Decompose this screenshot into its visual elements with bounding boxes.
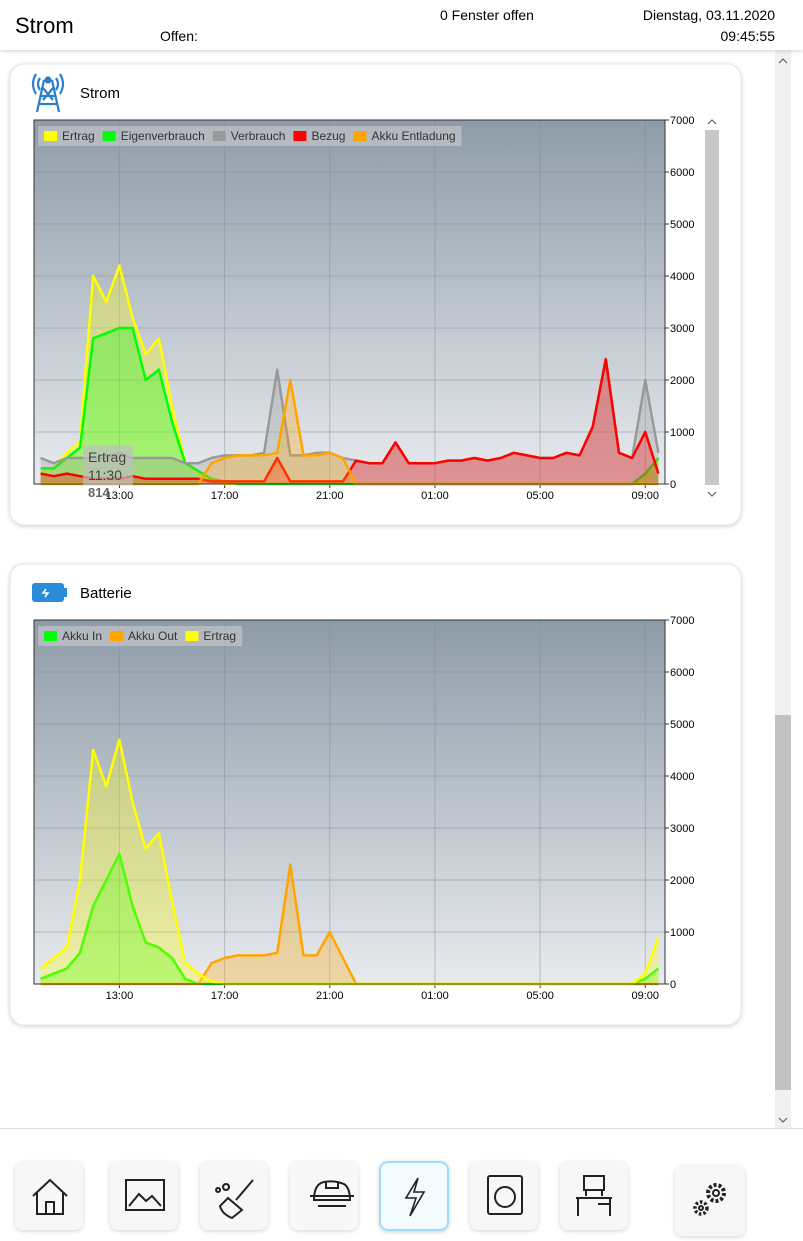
card-title: Batterie: [80, 585, 132, 602]
x-tick-label: 17:00: [211, 990, 239, 1002]
picture-icon: [125, 1179, 165, 1211]
y-tick-label: 0: [670, 979, 676, 991]
x-tick-label: 21:00: [316, 990, 344, 1002]
legend: Akku In Akku Out Ertrag: [38, 626, 243, 646]
y-tick-label: 3000: [670, 323, 694, 335]
y-tick-label: 6000: [670, 167, 694, 179]
scrollbar-thumb[interactable]: [775, 715, 791, 1090]
legend-label: Akku Out: [128, 629, 178, 643]
robot-icon: [310, 1180, 354, 1207]
card-title: Strom: [80, 85, 120, 102]
legend-swatch: [44, 131, 57, 141]
legend-label: Ertrag: [62, 129, 95, 143]
chart: 0 1000 2000 3000 4000 5000 6000 7000 13:00 17:00 2…: [33, 615, 694, 1002]
legend-label: Verbrauch: [231, 129, 286, 143]
clock: 09:45:55: [721, 28, 776, 44]
header: [0, 0, 803, 50]
legend-swatch: [44, 631, 57, 641]
x-tick-label: 13:00: [106, 490, 134, 502]
x-tick-label: 21:00: [316, 490, 344, 502]
legend-swatch: [185, 631, 199, 641]
nav-power-active[interactable]: [379, 1161, 449, 1231]
legend-swatch: [212, 131, 226, 141]
nav-desk[interactable]: [560, 1162, 628, 1230]
x-tick-label: 09:00: [632, 990, 660, 1002]
y-tick-label: 1000: [670, 427, 694, 439]
tooltip-value: 814: [88, 485, 110, 500]
windows-status: 0 Fenster offen: [440, 7, 534, 23]
legend-label: Ertrag: [203, 629, 236, 643]
legend-label: Akku Entladung: [371, 129, 455, 143]
plot-border: [33, 619, 666, 985]
y-tick-label: 1000: [670, 927, 694, 939]
chart-scroll-down[interactable]: [707, 491, 717, 497]
legend-swatch: [102, 131, 116, 141]
nav-cleaning[interactable]: [200, 1162, 268, 1230]
tooltip-series: Ertrag: [88, 449, 126, 465]
y-tick-label: 3000: [670, 823, 694, 835]
tooltip-box: [83, 445, 133, 485]
x-tick-label: 13:00: [106, 990, 134, 1002]
chart-scroll-up[interactable]: [707, 119, 717, 125]
battery-icon: [32, 583, 67, 602]
y-tick-label: 0: [670, 479, 676, 491]
tooltip: Ertrag 11:30 814: [83, 445, 133, 500]
gear-small-hub: [698, 1205, 704, 1211]
x-tick-label: 05:00: [526, 990, 554, 1002]
broom-icon: [215, 1179, 254, 1220]
series-area: [40, 854, 659, 984]
x-tick-label: 17:00: [211, 490, 239, 502]
x-tick-label: 01:00: [421, 490, 449, 502]
scroll-down[interactable]: [778, 1117, 788, 1123]
home-icon: [32, 1178, 68, 1215]
nav-washer[interactable]: [470, 1162, 538, 1230]
chart: 0 1000 2000 3000 4000 5000 6000 7000 13:00 17:00 2…: [33, 115, 694, 502]
tower-icon: [31, 73, 65, 113]
y-tick-label: 2000: [670, 375, 694, 387]
x-tick-label: 09:00: [632, 490, 660, 502]
picture-icon-detail: [128, 1192, 162, 1207]
plot-area: [34, 120, 665, 484]
legend-swatch: [110, 631, 124, 641]
page-title: Strom: [15, 13, 74, 38]
bottom-nav: [15, 1161, 745, 1236]
legend-label: Bezug: [311, 129, 345, 143]
nav-pictures[interactable]: [110, 1162, 178, 1230]
tooltip-time: 11:30: [88, 467, 122, 483]
y-tick-label: 5000: [670, 719, 694, 731]
y-tick-label: 4000: [670, 771, 694, 783]
date: Dienstag, 03.11.2020: [643, 7, 775, 23]
y-tick-label: 2000: [670, 875, 694, 887]
legend-label: Akku In: [62, 629, 102, 643]
gear-large: [706, 1183, 726, 1203]
gear-small: [693, 1200, 709, 1216]
chart-scrollbar[interactable]: [705, 130, 719, 485]
legend: Ertrag Eigenverbrauch Verbrauch Bezug Akku E…: [38, 126, 462, 146]
power-icon: [404, 1177, 426, 1217]
gear-large-hub: [712, 1189, 720, 1197]
open-label: Offen:: [160, 28, 198, 44]
y-tick-label: 7000: [670, 115, 694, 127]
plot-border: [33, 119, 666, 485]
y-tick-label: 5000: [670, 219, 694, 231]
monitor-icon: [583, 1175, 605, 1191]
y-tick-label: 6000: [670, 667, 694, 679]
charts: 0 1000 2000 3000 4000 5000 6000 7000 13:00 17:00 2…: [33, 115, 694, 1002]
washer-icon: [487, 1175, 523, 1215]
y-tick-label: 7000: [670, 615, 694, 627]
legend-swatch: [293, 131, 307, 141]
desk-icon: [576, 1190, 612, 1216]
scroll-up[interactable]: [778, 58, 788, 64]
nav-home[interactable]: [15, 1162, 83, 1230]
series-area: [40, 359, 659, 484]
legend-swatch: [353, 131, 367, 141]
x-tick-label: 01:00: [421, 990, 449, 1002]
y-tick-label: 4000: [670, 271, 694, 283]
x-tick-label: 05:00: [526, 490, 554, 502]
washer-drum: [494, 1186, 516, 1208]
legend-label: Eigenverbrauch: [121, 129, 205, 143]
